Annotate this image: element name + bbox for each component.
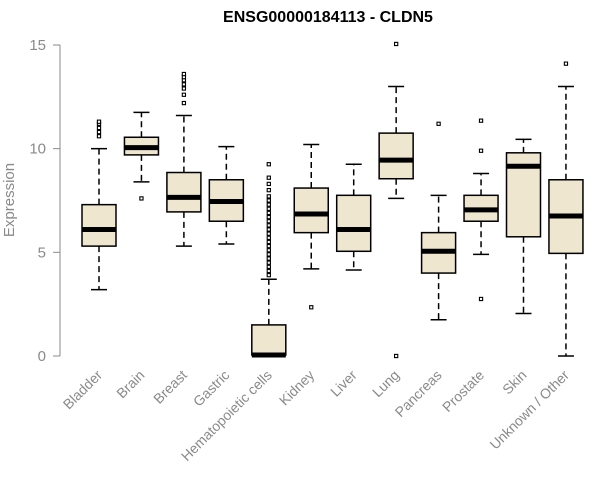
y-tick-label: 0 <box>38 348 46 365</box>
x-tick-label: Prostate <box>439 367 487 415</box>
box-bladder <box>81 119 117 291</box>
outlier-point <box>266 175 271 180</box>
box-iqr <box>293 187 329 234</box>
outlier-point <box>266 198 271 203</box>
outlier-point <box>266 256 271 261</box>
outlier-point <box>563 61 569 66</box>
outlier-point <box>393 41 399 47</box>
outlier-point <box>266 252 271 257</box>
outlier-point <box>96 119 102 124</box>
box-liver <box>335 163 372 271</box>
outlier-point <box>96 125 102 131</box>
box-prostate <box>463 118 499 302</box>
box-kidney <box>293 143 329 310</box>
outlier-point <box>139 196 144 201</box>
box-lung <box>378 41 414 359</box>
outlier-point <box>309 305 314 310</box>
outlier-point <box>266 214 271 220</box>
outlier-point <box>436 121 441 126</box>
outlier-point <box>181 86 187 91</box>
box-iqr <box>81 203 117 247</box>
y-tick-label: 10 <box>29 141 46 158</box>
x-tick-label: Liver <box>327 367 360 400</box>
outlier-point <box>478 118 484 123</box>
outlier-point <box>266 239 271 245</box>
box-breast <box>166 71 202 247</box>
outlier-point <box>181 71 187 77</box>
chart-title: ENSG00000184113 - CLDN5 <box>223 9 433 26</box>
box-pancreas <box>420 121 457 321</box>
y-tick-label: 15 <box>29 37 46 54</box>
x-tick-label: Brain <box>113 367 147 401</box>
outlier-point <box>181 100 187 106</box>
x-tick-label: Breast <box>150 367 190 407</box>
outlier-point <box>266 202 271 207</box>
box-iqr <box>378 132 414 180</box>
x-tick-label: Kidney <box>276 367 318 409</box>
box-brain <box>123 111 160 201</box>
outlier-point <box>181 82 187 87</box>
boxes-group <box>81 41 584 359</box>
box-hematopoietic-cells <box>251 162 287 358</box>
outlier-point <box>266 194 271 199</box>
box-unknown-other <box>548 61 584 357</box>
x-tick-label: Lung <box>369 367 402 400</box>
y-tick-label: 5 <box>38 244 46 261</box>
outlier-point <box>266 264 271 269</box>
box-gastric <box>208 145 245 245</box>
box-iqr <box>166 171 202 213</box>
y-axis: 0 5 10 15 <box>29 37 61 365</box>
x-tick-label: Skin <box>499 367 530 398</box>
outlier-point <box>266 260 271 265</box>
box-iqr <box>251 324 287 356</box>
y-axis-label: Expression <box>1 163 18 237</box>
x-tick-label: Bladder <box>60 367 106 413</box>
outlier-point <box>266 223 271 228</box>
x-tick-label: Pancreas <box>392 367 445 420</box>
outlier-point <box>478 296 484 302</box>
outlier-point <box>266 227 271 232</box>
box-skin <box>505 138 542 315</box>
outlier-point <box>266 181 271 187</box>
outlier-point <box>266 272 271 278</box>
outlier-point <box>96 134 102 139</box>
outlier-point <box>266 235 271 240</box>
outlier-point <box>266 219 271 224</box>
outlier-point <box>266 243 271 249</box>
outlier-point <box>266 210 271 216</box>
outlier-point <box>266 268 271 274</box>
outlier-point <box>393 353 399 359</box>
outlier-point <box>266 231 271 236</box>
outlier-point <box>266 248 271 253</box>
outlier-point <box>266 187 271 193</box>
box-iqr <box>335 194 372 253</box>
outlier-point <box>96 129 102 135</box>
x-tick-label: Unknown / Other <box>486 367 572 453</box>
outlier-point <box>266 206 271 211</box>
outlier-point <box>181 92 187 97</box>
outlier-point <box>266 162 271 167</box>
outlier-point <box>478 148 484 153</box>
